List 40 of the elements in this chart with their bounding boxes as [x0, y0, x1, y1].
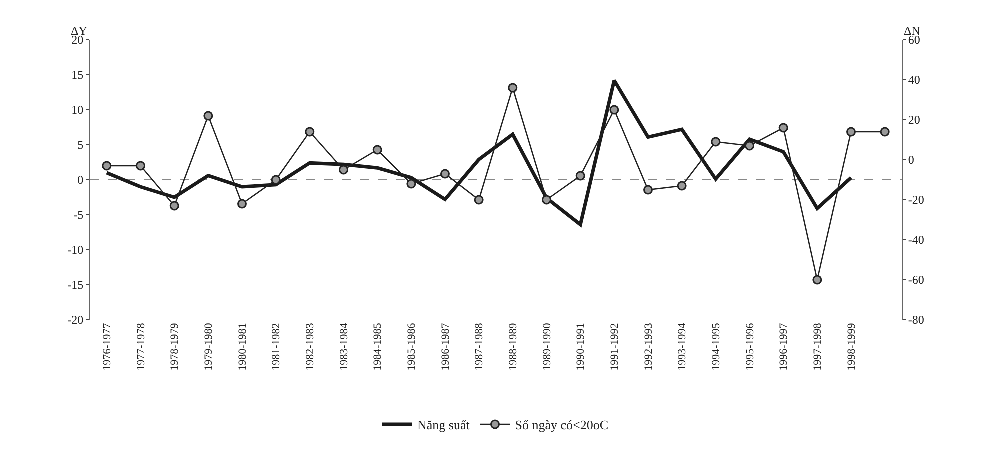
y2-tick-label: -20 [908, 193, 924, 208]
y2-tick-label: -80 [908, 313, 924, 328]
y-tick-label: -20 [68, 313, 84, 328]
y2-tick-label: 0 [908, 153, 914, 168]
x-tick-label: 1996-1997 [778, 322, 790, 371]
y-tick-label: -10 [68, 243, 84, 258]
legend-label: Số ngày có<20oC [515, 418, 609, 433]
x-tick-label: 1991-1992 [608, 323, 621, 371]
legend-label: Năng suất [418, 418, 470, 433]
y2-tick-label: -40 [908, 233, 924, 248]
y-tick-label: 15 [72, 68, 84, 82]
y-tick-label: 0 [78, 173, 84, 188]
x-tick-label: 1980-1981 [236, 323, 249, 371]
x-tick-label: 1982-1983 [304, 322, 316, 371]
y-tick-label: -5 [74, 208, 84, 222]
y2-tick-label: -60 [908, 273, 924, 288]
x-tick-label: 1986-1987 [440, 322, 452, 371]
y-tick-label: 5 [78, 138, 84, 152]
x-tick-label: 1989-1990 [541, 322, 554, 371]
x-tick-label: 1990-1991 [575, 323, 588, 371]
x-tick-label: 1983-1984 [338, 322, 350, 371]
x-tick-label: 1995-1996 [744, 322, 756, 371]
x-tick-label: 1985-1986 [406, 322, 418, 371]
x-tick-label: 1988-1989 [507, 322, 520, 371]
x-tick-label: 1997-1998 [812, 322, 824, 371]
x-tick-label: 1977-1978 [135, 322, 148, 371]
x-tick-label: 1993-1994 [676, 322, 689, 371]
y2-tick-label: 20 [908, 113, 920, 128]
x-tick-label: 1994-1995 [710, 322, 722, 371]
x-tick-label: 1979-1980 [202, 322, 215, 371]
y-tick-label: 10 [72, 103, 84, 118]
x-tick-label: 1987-1988 [474, 322, 486, 371]
x-tick-label: 1976-1977 [101, 322, 114, 371]
x-tick-label: 1981-1982 [270, 323, 283, 371]
x-tick-label: 1984-1985 [372, 322, 384, 371]
y2-tick-label: 40 [908, 73, 920, 88]
x-tick-label: 1998-1999 [846, 322, 858, 371]
x-tick-label: 1978-1979 [169, 322, 182, 371]
y-tick-label: -15 [68, 278, 84, 292]
x-tick-label: 1992-1993 [642, 322, 655, 371]
